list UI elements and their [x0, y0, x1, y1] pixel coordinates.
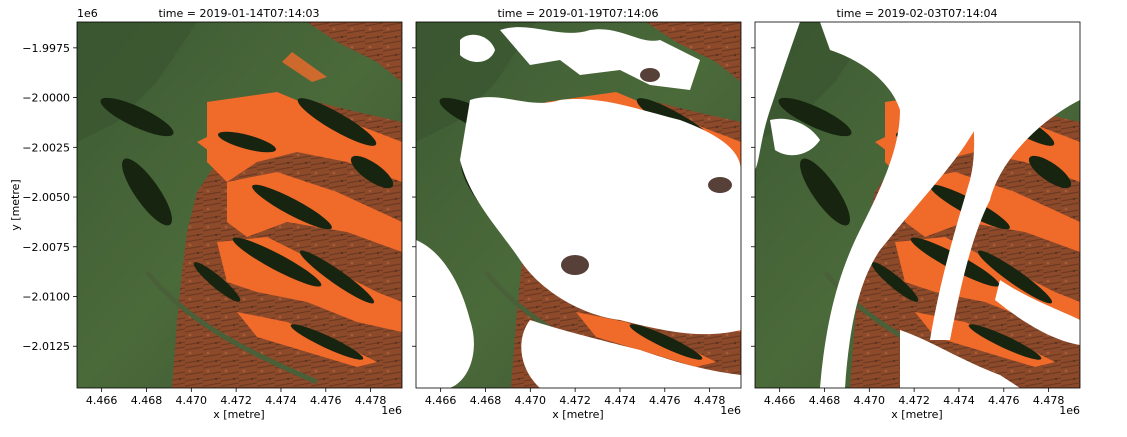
x-tick-label: 4.476	[649, 394, 681, 407]
x-tick-label: 4.478	[694, 394, 726, 407]
x-tick-label: 4.468	[470, 394, 502, 407]
x-tick-label: 4.466	[425, 394, 457, 407]
y-tick-label: −2.0100	[22, 291, 70, 304]
x-tick-label: 4.478	[355, 394, 387, 407]
y-axis: −1.9975 −2.0000 −2.0025 −2.0050 −2.0075 −2.01…	[22, 42, 755, 353]
x-tick-label: 4.472	[220, 394, 252, 407]
x-tick-label: 4.470	[176, 394, 208, 407]
x-tick-label: 4.472	[898, 394, 930, 407]
x-tick-label: 4.476	[310, 394, 342, 407]
x-tick-label: 4.466	[86, 394, 118, 407]
x-tick-label: 4.470	[515, 394, 547, 407]
panel-2: time = 2019-01-19T07:14:06	[415, 7, 742, 389]
y-tick-label: −2.0125	[22, 340, 70, 353]
x-axis-label-1: x [metre]	[213, 408, 264, 421]
y-tick-label: −2.0025	[22, 141, 70, 154]
x-tick-label: 4.468	[809, 394, 841, 407]
panel-1-title: time = 2019-01-14T07:14:03	[158, 7, 319, 20]
y-tick-label: −2.0050	[22, 191, 70, 204]
x-tick-label: 4.476	[988, 394, 1020, 407]
x-axis-offset-label-2: 1e6	[720, 404, 741, 417]
x-tick-label: 4.472	[559, 394, 591, 407]
panel-1-image	[77, 22, 402, 388]
x-tick-label: 4.468	[131, 394, 163, 407]
x-axis-offset-label-3: 1e6	[1059, 404, 1080, 417]
panel-2-image	[416, 22, 741, 388]
x-tick-label: 4.470	[854, 394, 886, 407]
x-axis-offset-label-1: 1e6	[381, 404, 402, 417]
cloud-mask	[416, 27, 741, 388]
panel-2-title: time = 2019-01-19T07:14:06	[497, 7, 658, 20]
x-tick-label: 4.474	[943, 394, 975, 407]
y-tick-label: −1.9975	[22, 42, 70, 55]
cloud-mask	[755, 22, 1080, 388]
x-tick-label: 4.474	[265, 394, 297, 407]
panel-3-image	[755, 22, 1080, 388]
x-tick-label: 4.478	[1033, 394, 1065, 407]
y-axis-label: y [metre]	[9, 179, 22, 230]
panel-3: time = 2019-02-03T07:14:04	[754, 7, 1081, 389]
x-axis-label-2: x [metre]	[552, 408, 603, 421]
x-axes: 4.466 4.468 4.470 4.472 4.474 4.476 4.478 4.466…	[86, 388, 1064, 407]
y-axis-offset-label: 1e6	[77, 7, 98, 20]
x-tick-label: 4.474	[604, 394, 636, 407]
panel-3-title: time = 2019-02-03T07:14:04	[836, 7, 997, 20]
y-tick-label: −2.0075	[22, 241, 70, 254]
y-tick-label: −2.0000	[22, 92, 70, 105]
x-axis-label-3: x [metre]	[891, 408, 942, 421]
panel-1: time = 2019-01-14T07:14:03	[76, 7, 403, 389]
x-tick-label: 4.466	[764, 394, 796, 407]
